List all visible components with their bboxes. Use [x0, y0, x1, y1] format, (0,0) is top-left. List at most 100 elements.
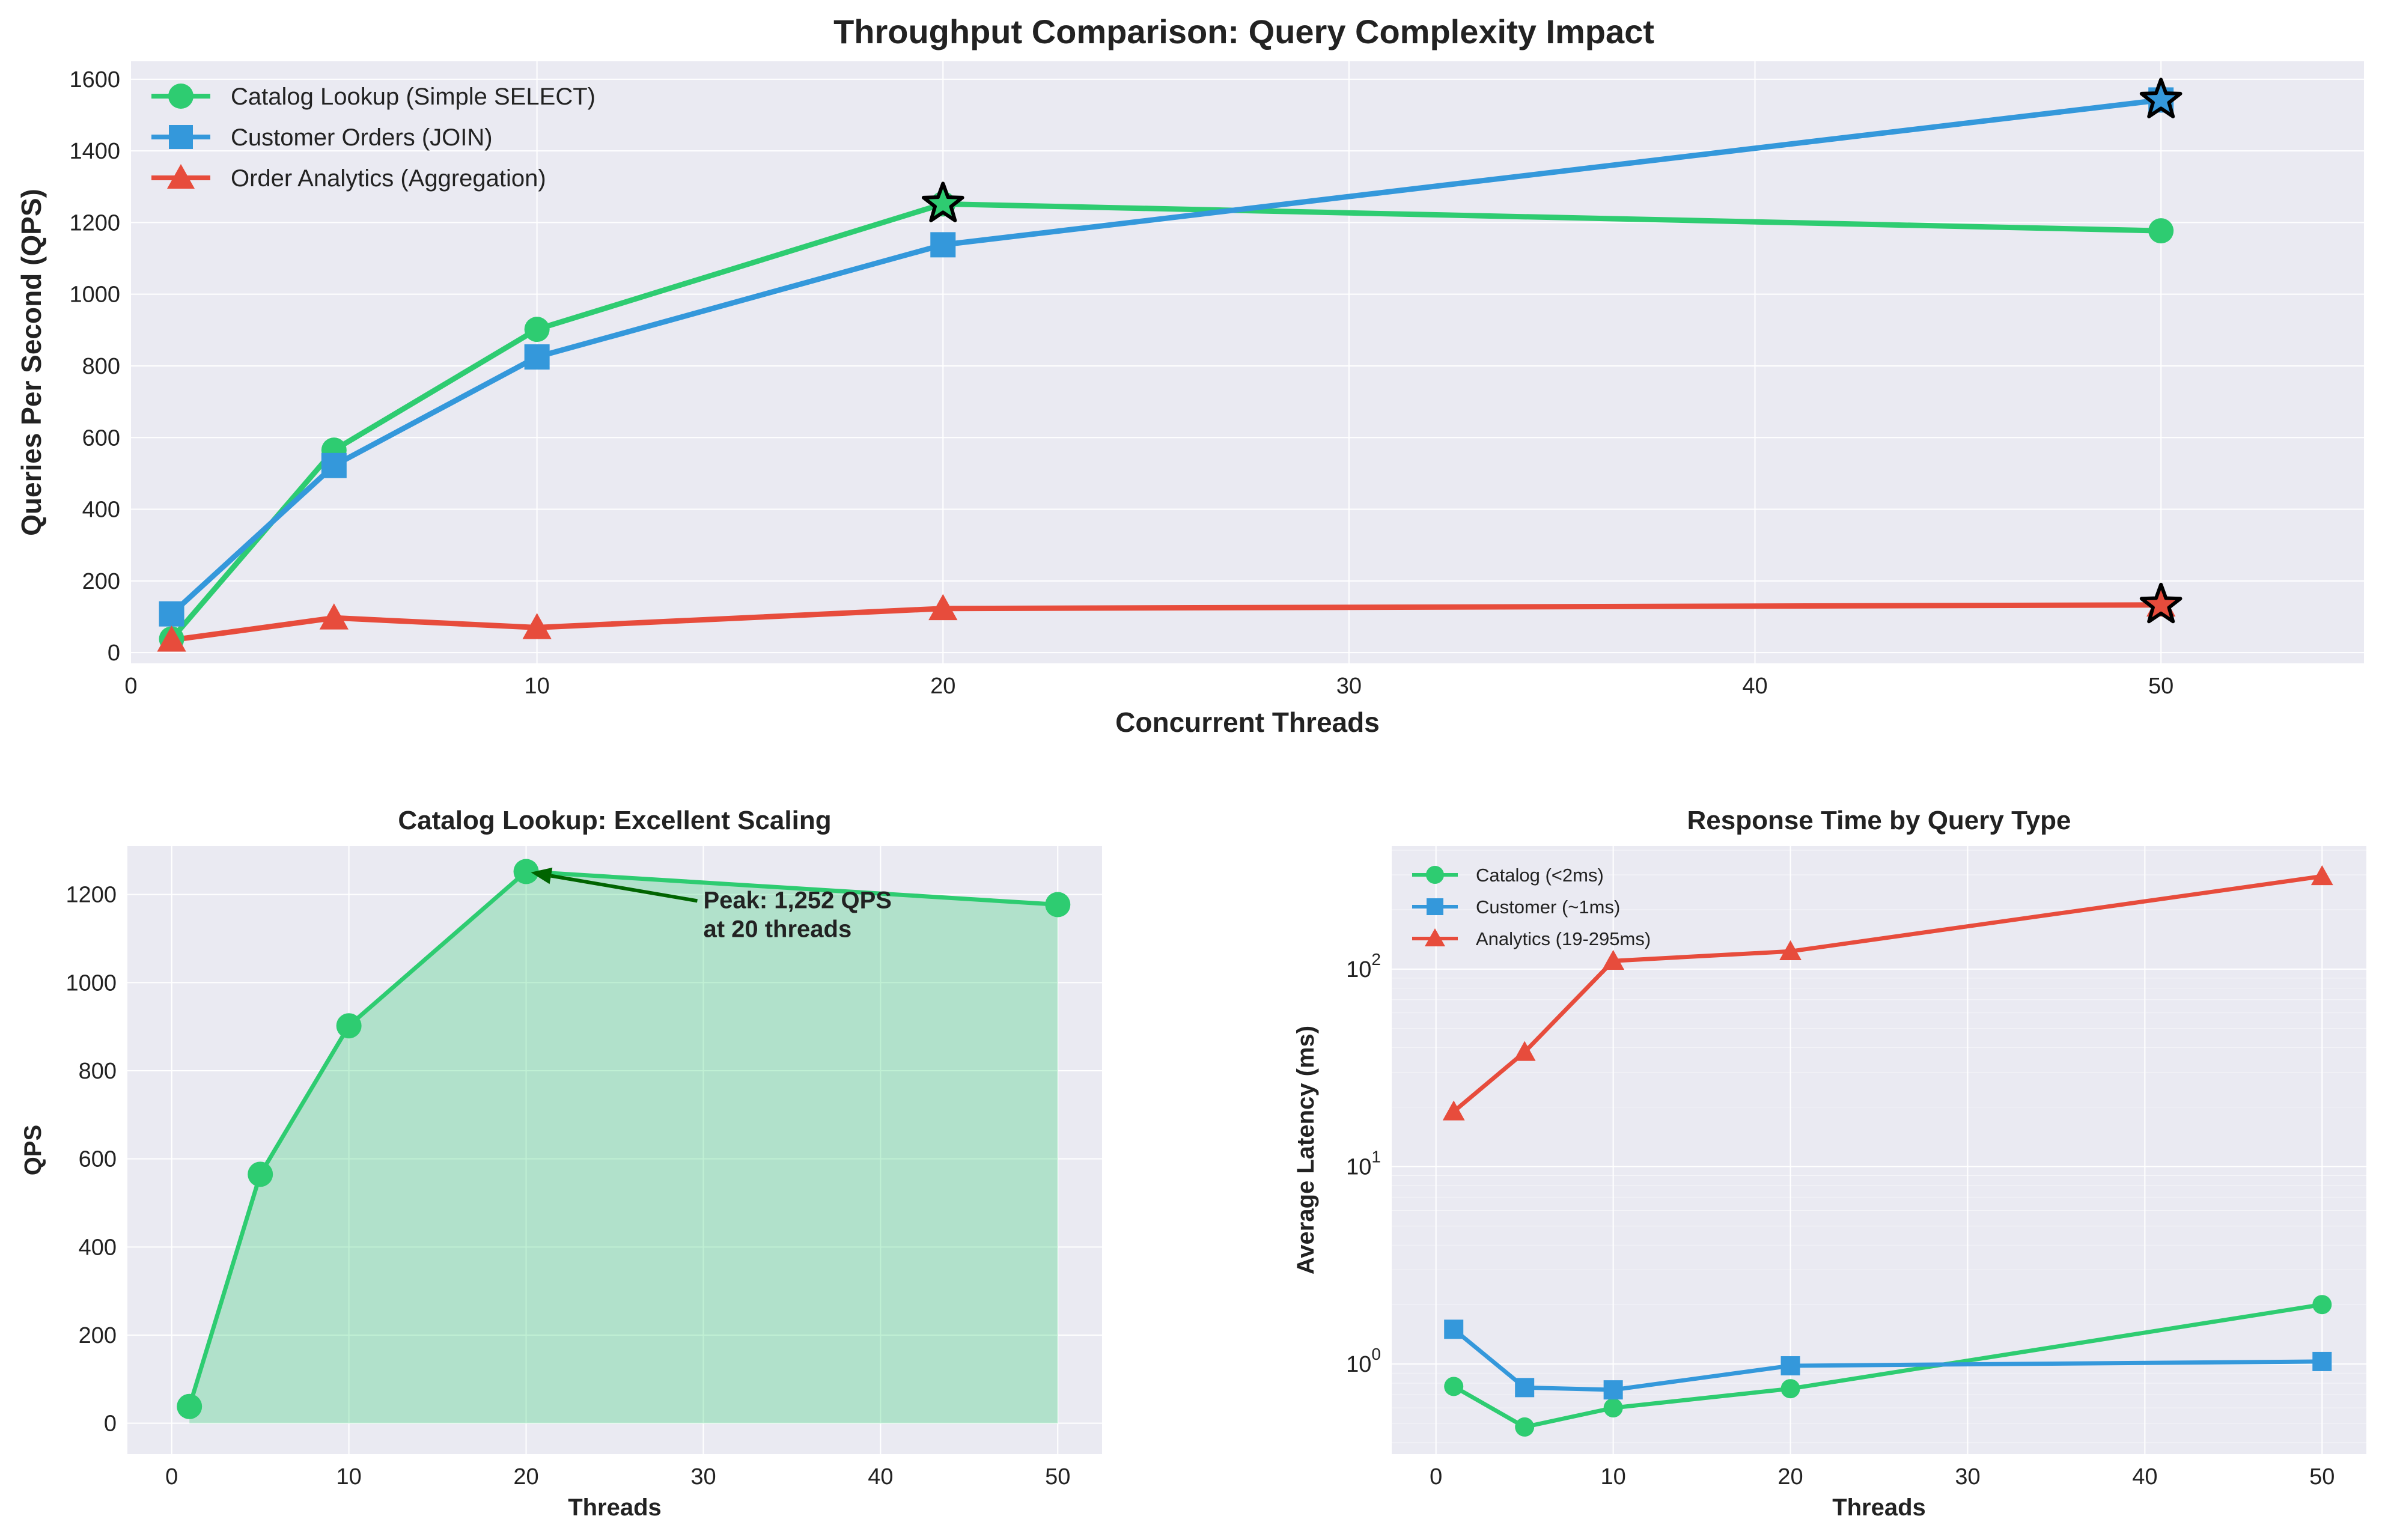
- area-fill: [189, 871, 1058, 1423]
- x-tick-labels: 0 10 20 30 40 50: [124, 674, 2173, 699]
- legend-marker: [167, 164, 195, 189]
- y-tick-label: 1600: [69, 67, 120, 93]
- annotation-text-line1: Peak: 1,252 QPS: [703, 887, 892, 913]
- y-tick-labels: 0 200 400 600 800 1000 1200: [65, 883, 117, 1437]
- data-point: [1602, 949, 1625, 970]
- y-tick-label: 800: [79, 1059, 117, 1084]
- data-point: [1444, 1377, 1464, 1396]
- data-point: [321, 452, 347, 478]
- annotation-arrow: [550, 874, 698, 903]
- x-tick-label: 20: [513, 1464, 538, 1490]
- x-tick-labels: 0 10 20 30 40 50: [1430, 1464, 2335, 1490]
- x-axis-label: Threads: [568, 1494, 662, 1521]
- y-axis-label: Queries Per Second (QPS): [16, 189, 47, 536]
- y-axis-label: QPS: [20, 1125, 46, 1175]
- y-tick-label: 1200: [69, 210, 120, 236]
- x-tick-label: 40: [1742, 674, 1767, 699]
- legend-marker: [1425, 928, 1445, 946]
- legend-label: Catalog (<2ms): [1476, 865, 1604, 886]
- y-tick-label: 400: [82, 498, 120, 523]
- x-tick-label: 50: [2309, 1464, 2335, 1490]
- data-point: [1515, 1417, 1535, 1437]
- x-axis-label: Threads: [1832, 1494, 1926, 1521]
- y-tick-label: 1000: [65, 970, 117, 996]
- peak-annotation: Peak: 1,252 QPS at 20 threads: [531, 867, 892, 942]
- data-point: [1603, 1380, 1623, 1400]
- data-point: [524, 344, 550, 370]
- series-group: [1442, 865, 2333, 1437]
- legend-item-analytics: Analytics (19-295ms): [1412, 928, 1651, 949]
- legend-label: Analytics (19-295ms): [1476, 928, 1651, 949]
- y-tick-label: 1400: [69, 139, 120, 164]
- peak-star-marker: [2139, 78, 2182, 118]
- x-tick-label: 0: [165, 1464, 178, 1490]
- y-tick-label: 0: [104, 1411, 117, 1437]
- y-tick-label: 600: [79, 1147, 117, 1172]
- legend-item-catalog: Catalog (<2ms): [1412, 865, 1604, 886]
- y-tick-label: 400: [79, 1235, 117, 1260]
- legend-label: Order Analytics (Aggregation): [231, 165, 546, 192]
- legend-label: Catalog Lookup (Simple SELECT): [231, 84, 596, 110]
- data-point: [1780, 1379, 1800, 1399]
- x-tick-label: 30: [1955, 1464, 1980, 1490]
- data-point: [336, 1013, 362, 1039]
- x-tick-label: 0: [1430, 1464, 1442, 1490]
- data-point: [928, 594, 958, 621]
- x-tick-label: 10: [336, 1464, 361, 1490]
- legend-item-analytics: Order Analytics (Aggregation): [151, 164, 546, 192]
- y-tick-label: 800: [82, 354, 120, 379]
- legend-item-customer: Customer (~1ms): [1412, 896, 1620, 918]
- x-axis-label: Concurrent Threads: [1115, 707, 1380, 738]
- chart-title: Catalog Lookup: Excellent Scaling: [398, 806, 831, 835]
- x-tick-label: 40: [868, 1464, 893, 1490]
- data-point: [319, 603, 349, 630]
- y-tick-label: 200: [82, 569, 120, 594]
- data-point: [2148, 218, 2174, 244]
- legend-item-catalog: Catalog Lookup (Simple SELECT): [151, 84, 596, 110]
- data-point: [1444, 1319, 1464, 1339]
- legend: Catalog (<2ms) Customer (~1ms) Analytics…: [1412, 865, 1651, 949]
- x-tick-label: 20: [1777, 1464, 1803, 1490]
- legend-marker: [169, 125, 193, 149]
- x-tick-label: 30: [690, 1464, 716, 1490]
- data-point: [1515, 1378, 1535, 1398]
- peak-star-marker: [2139, 582, 2182, 624]
- legend-label: Customer (~1ms): [1476, 896, 1620, 918]
- y-tick-label: 1200: [65, 883, 117, 908]
- plot-area: [131, 61, 2364, 663]
- x-tick-label: 10: [1600, 1464, 1625, 1490]
- grid: [131, 61, 2364, 663]
- catalog-scaling-chart: Catalog Lookup: Excellent Scaling 0 10 20 3…: [20, 806, 1102, 1521]
- data-point: [2312, 1351, 2332, 1371]
- series-group: [177, 859, 1071, 1423]
- x-tick-label: 50: [1045, 1464, 1070, 1490]
- y-axis-label: Average Latency (ms): [1293, 1026, 1319, 1274]
- data-point: [159, 601, 184, 627]
- x-tick-label: 10: [524, 674, 549, 699]
- data-point: [157, 625, 186, 652]
- x-tick-label: 0: [124, 674, 137, 699]
- series-group: [157, 78, 2182, 652]
- data-point: [1779, 940, 1802, 961]
- data-point: [930, 232, 956, 258]
- legend-marker: [1427, 898, 1443, 915]
- x-tick-labels: 0 10 20 30 40 50: [165, 1464, 1070, 1490]
- plot-area: [1392, 846, 2366, 1454]
- data-point: [1603, 1398, 1623, 1418]
- plot-area: [127, 846, 1102, 1454]
- x-tick-label: 50: [2148, 674, 2173, 699]
- data-point: [524, 317, 550, 342]
- chart-title: Throughput Comparison: Query Complexity …: [833, 13, 1654, 50]
- legend: Catalog Lookup (Simple SELECT) Customer …: [151, 84, 596, 192]
- legend-marker: [1426, 866, 1444, 884]
- data-point: [522, 613, 552, 639]
- x-tick-label: 30: [1336, 674, 1362, 699]
- grid: [127, 846, 1102, 1454]
- throughput-chart: Throughput Comparison: Query Complexity …: [16, 13, 2364, 738]
- data-point: [1513, 1041, 1536, 1061]
- latency-chart: Response Time by Query Type 0 10 20 30 40 50 …: [1293, 806, 2366, 1521]
- y-tick-label: 1000: [69, 282, 120, 308]
- y-tick-label: 0: [108, 641, 120, 666]
- legend-item-customer: Customer Orders (JOIN): [151, 124, 493, 151]
